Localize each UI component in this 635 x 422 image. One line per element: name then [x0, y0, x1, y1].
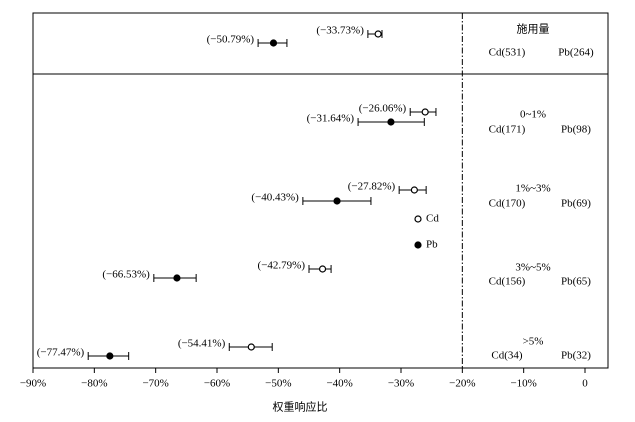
group-count: Pb(264) — [558, 47, 594, 59]
point — [410, 186, 418, 194]
value-label: (−66.53%) — [102, 269, 150, 281]
group-count: Pb(65) — [561, 276, 591, 288]
x-tick-label: −40% — [326, 378, 352, 390]
value-label: (−31.64%) — [307, 113, 355, 125]
legend-marker — [414, 241, 422, 249]
x-tick-label: −10% — [510, 378, 536, 390]
x-tick-label: −20% — [449, 378, 475, 390]
point — [421, 108, 429, 116]
group-label: 0~1% — [520, 109, 546, 121]
value-label: (−40.43%) — [251, 192, 299, 204]
group-count: Cd(171) — [489, 124, 526, 136]
value-label: (−42.79%) — [258, 260, 306, 272]
value-label: (−77.47%) — [37, 347, 85, 359]
x-axis-label: 权重响应比 — [273, 400, 328, 414]
x-tick-label: 0 — [582, 378, 588, 390]
group-label: 施用量 — [517, 23, 550, 36]
group-count: Cd(170) — [489, 198, 526, 210]
point — [247, 343, 255, 351]
x-tick-label: −70% — [142, 378, 168, 390]
group-label: >5% — [523, 336, 544, 348]
x-tick-label: −30% — [388, 378, 414, 390]
point — [269, 39, 278, 47]
group-label: 3%~5% — [515, 262, 550, 274]
group-count: Pb(32) — [561, 350, 591, 362]
point — [318, 265, 327, 273]
x-tick-label: −80% — [81, 378, 107, 390]
value-label: (−26.06%) — [359, 103, 407, 115]
x-tick-label: −60% — [204, 378, 230, 390]
legend-marker — [414, 215, 422, 223]
value-label: (−50.79%) — [207, 34, 255, 46]
group-label: 1%~3% — [515, 183, 550, 195]
point — [106, 352, 114, 360]
x-tick-label: −50% — [265, 378, 291, 390]
group-count: Cd(156) — [489, 276, 526, 288]
point — [173, 274, 181, 282]
group-count: Pb(69) — [561, 198, 591, 210]
value-label: (−33.73%) — [316, 25, 364, 37]
value-label: (−54.41%) — [178, 338, 226, 350]
point — [387, 118, 395, 126]
group-count: Cd(34) — [491, 350, 523, 362]
point — [374, 30, 382, 38]
group-count: Pb(98) — [561, 124, 591, 136]
legend-label: Pb — [426, 239, 438, 251]
value-label: (−27.82%) — [348, 181, 396, 193]
x-tick-label: −90% — [20, 378, 46, 390]
plot-frame — [32, 12, 609, 369]
point — [333, 197, 341, 205]
group-count: Cd(531) — [489, 47, 526, 59]
legend-label: Cd — [426, 213, 439, 225]
